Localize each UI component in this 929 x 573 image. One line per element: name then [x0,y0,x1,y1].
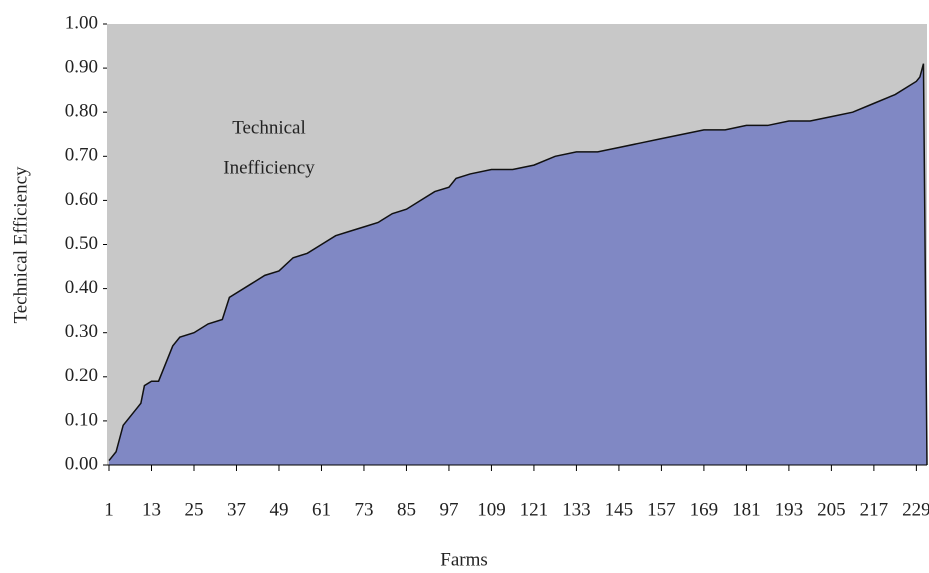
x-tick-label: 1 [104,499,114,520]
x-tick-label: 217 [860,499,889,520]
area [109,63,927,465]
y-tick-label: 0.90 [65,56,98,77]
y-tick-label: 0.50 [65,233,98,254]
y-tick-label: 0.10 [65,409,98,430]
y-tick-label: 0.20 [65,365,98,386]
x-axis-title: Farms [440,549,488,570]
x-tick-label: 193 [775,499,804,520]
x-tick-label: 25 [184,499,203,520]
y-tick-label: 0.00 [65,453,98,474]
area-line [108,63,928,466]
x-tick-label: 229 [902,499,929,520]
y-tick-label: 0.80 [65,101,98,122]
annotation: Inefficiency [223,157,315,178]
y-tick-label: 0.60 [65,189,98,210]
x-tick-label: 169 [690,499,719,520]
x-tick-label: 145 [605,499,634,520]
annotation: Technical [232,117,306,138]
y-axis-title: Technical Efficiency [10,166,31,324]
x-tick-label: 157 [647,499,676,520]
y-tick-label: 0.30 [65,321,98,342]
x-tick-label: 73 [354,499,373,520]
x-tick-label: 13 [142,499,161,520]
x-tick-label: 37 [227,499,246,520]
y-tick-label: 0.40 [65,277,98,298]
y-tick-label: 0.70 [65,145,98,166]
x-tick-label: 85 [397,499,416,520]
y-tick-label: 1.00 [65,12,98,33]
x-tick-label: 205 [817,499,846,520]
x-tick-label: 121 [520,499,549,520]
x-tick-label: 181 [732,499,761,520]
x-tick-label: 109 [477,499,506,520]
x-tick-label: 97 [439,499,458,520]
x-tick-label: 61 [312,499,331,520]
x-tick-label: 133 [562,499,591,520]
x-tick-label: 49 [269,499,288,520]
